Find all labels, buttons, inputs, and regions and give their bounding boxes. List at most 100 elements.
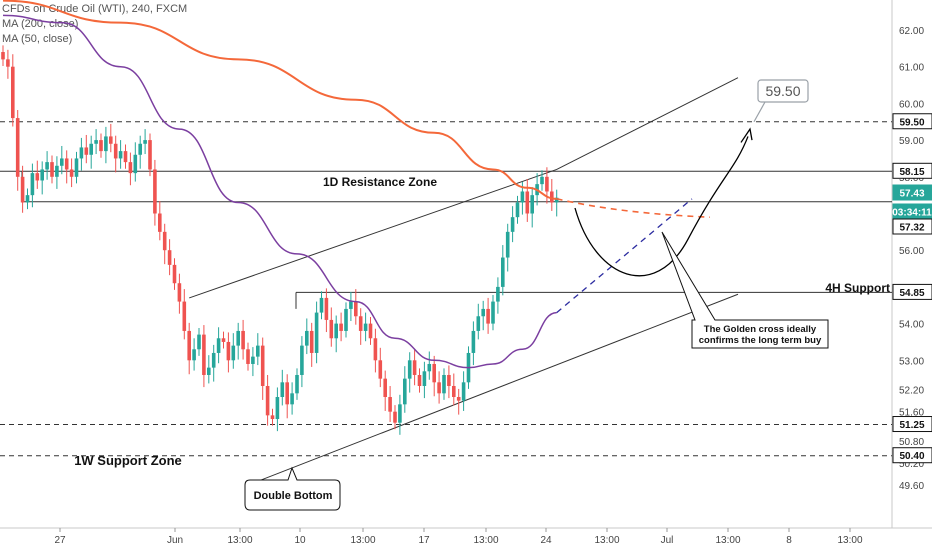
projected-path	[574, 136, 749, 277]
ma50-projection	[556, 198, 693, 314]
candle-body	[442, 374, 446, 394]
candle-body	[354, 301, 358, 317]
candle-body	[388, 397, 392, 412]
candle-body	[69, 169, 74, 177]
target-pointer	[753, 101, 766, 123]
time-tick: 10	[294, 535, 306, 546]
candle-body	[15, 118, 20, 177]
candle-body	[520, 191, 525, 203]
price-badge-value: 03:34:11	[892, 208, 932, 219]
candle-body	[265, 385, 270, 416]
candle-body	[300, 345, 304, 375]
time-tick: Jul	[661, 535, 674, 546]
price-badge: 58.15	[892, 162, 932, 179]
candle-body	[128, 162, 133, 174]
candle-body	[314, 312, 319, 353]
price-badge: 57.43	[892, 184, 932, 201]
candle-body	[113, 143, 118, 159]
candle-body	[452, 385, 456, 397]
annotations: 59.50 1D Resistance Zone 4H Support 1W Supp…	[74, 79, 890, 511]
candle-body	[368, 323, 373, 339]
candle-body	[45, 162, 49, 170]
candle-body	[461, 382, 466, 401]
candle-body	[11, 66, 15, 119]
candle-body	[417, 374, 422, 386]
golden-cross-label: The Golden cross ideally confirms the lon…	[699, 324, 822, 346]
candle-body	[456, 397, 461, 401]
candle-body	[177, 283, 182, 302]
candle-body	[403, 378, 407, 405]
double-bottom-box	[244, 466, 341, 511]
price-tick: 59.00	[899, 136, 924, 147]
price-tick: 50.80	[899, 437, 924, 448]
resistance-zone-label: 1D Resistance Zone	[323, 175, 437, 189]
target-callout: 59.50	[753, 79, 809, 123]
time-tick: 13:00	[473, 535, 498, 546]
candle-body	[270, 415, 275, 420]
candle-body	[123, 151, 128, 163]
candle-body	[554, 197, 559, 203]
double-bottom-callout: Double Bottom	[244, 466, 341, 511]
candle-body	[496, 286, 500, 302]
candle-body	[251, 356, 255, 364]
price-tick: 56.00	[899, 246, 924, 257]
ma200-legend: MA (200, close)	[2, 18, 79, 30]
time-tick: 17	[418, 535, 430, 546]
arrow-head	[740, 127, 753, 143]
candle-body	[447, 374, 451, 386]
candle-body	[510, 217, 515, 232]
candle-body	[481, 308, 485, 317]
price-badge-value: 50.40	[899, 451, 924, 462]
candle-body	[525, 191, 530, 214]
candle-body	[241, 330, 245, 350]
candle-body	[84, 147, 89, 155]
candle-body	[133, 154, 138, 174]
time-tick: 13:00	[350, 535, 375, 546]
candle-body	[393, 411, 397, 423]
candle-body	[309, 330, 314, 353]
candle-body	[40, 169, 44, 181]
candle-body	[256, 345, 260, 357]
candle-body	[339, 323, 343, 331]
time-axis: 27 Jun 13:00 10 13:00 17 13:00 24 13:00 Jul 13:00 8…	[54, 528, 863, 546]
price-badge-value: 51.25	[899, 420, 924, 431]
candle-body	[64, 158, 69, 170]
candle-body	[89, 143, 93, 155]
price-tick: 61.00	[899, 63, 924, 74]
candle-body	[143, 140, 147, 144]
candle-body	[344, 308, 348, 331]
price-badge: 51.25	[892, 416, 932, 433]
candle-body	[158, 213, 162, 232]
candle-body	[192, 349, 196, 361]
candle-body	[172, 264, 177, 284]
candle-body	[207, 367, 211, 375]
time-tick: 13:00	[227, 535, 252, 546]
price-tick: 53.00	[899, 356, 924, 367]
candle-body	[363, 323, 368, 331]
candle-body	[221, 338, 226, 342]
candle-body	[236, 330, 240, 346]
candle-body	[378, 360, 383, 379]
candle-body	[6, 59, 10, 67]
price-badge-value: 57.32	[899, 223, 924, 234]
price-badge-box	[892, 283, 932, 300]
candle-body	[55, 165, 59, 177]
price-tick: 60.00	[899, 99, 924, 110]
candle-body	[285, 382, 289, 405]
candle-body	[295, 374, 299, 394]
price-badge-box	[892, 218, 932, 235]
price-badge: 03:34:11	[892, 203, 932, 220]
candle-body	[226, 341, 231, 361]
candle-body	[20, 176, 25, 203]
time-tick: 13:00	[715, 535, 740, 546]
golden-cross-box	[661, 231, 829, 349]
price-tick: 51.60	[899, 408, 924, 419]
price-badge: 57.32	[892, 218, 932, 235]
candle-body	[319, 297, 324, 313]
candle-body	[50, 162, 54, 177]
candle-body	[373, 338, 378, 361]
candle-body	[35, 173, 40, 181]
golden-cross-callout: The Golden cross ideally confirms the lon…	[661, 231, 829, 349]
target-box	[757, 79, 809, 103]
